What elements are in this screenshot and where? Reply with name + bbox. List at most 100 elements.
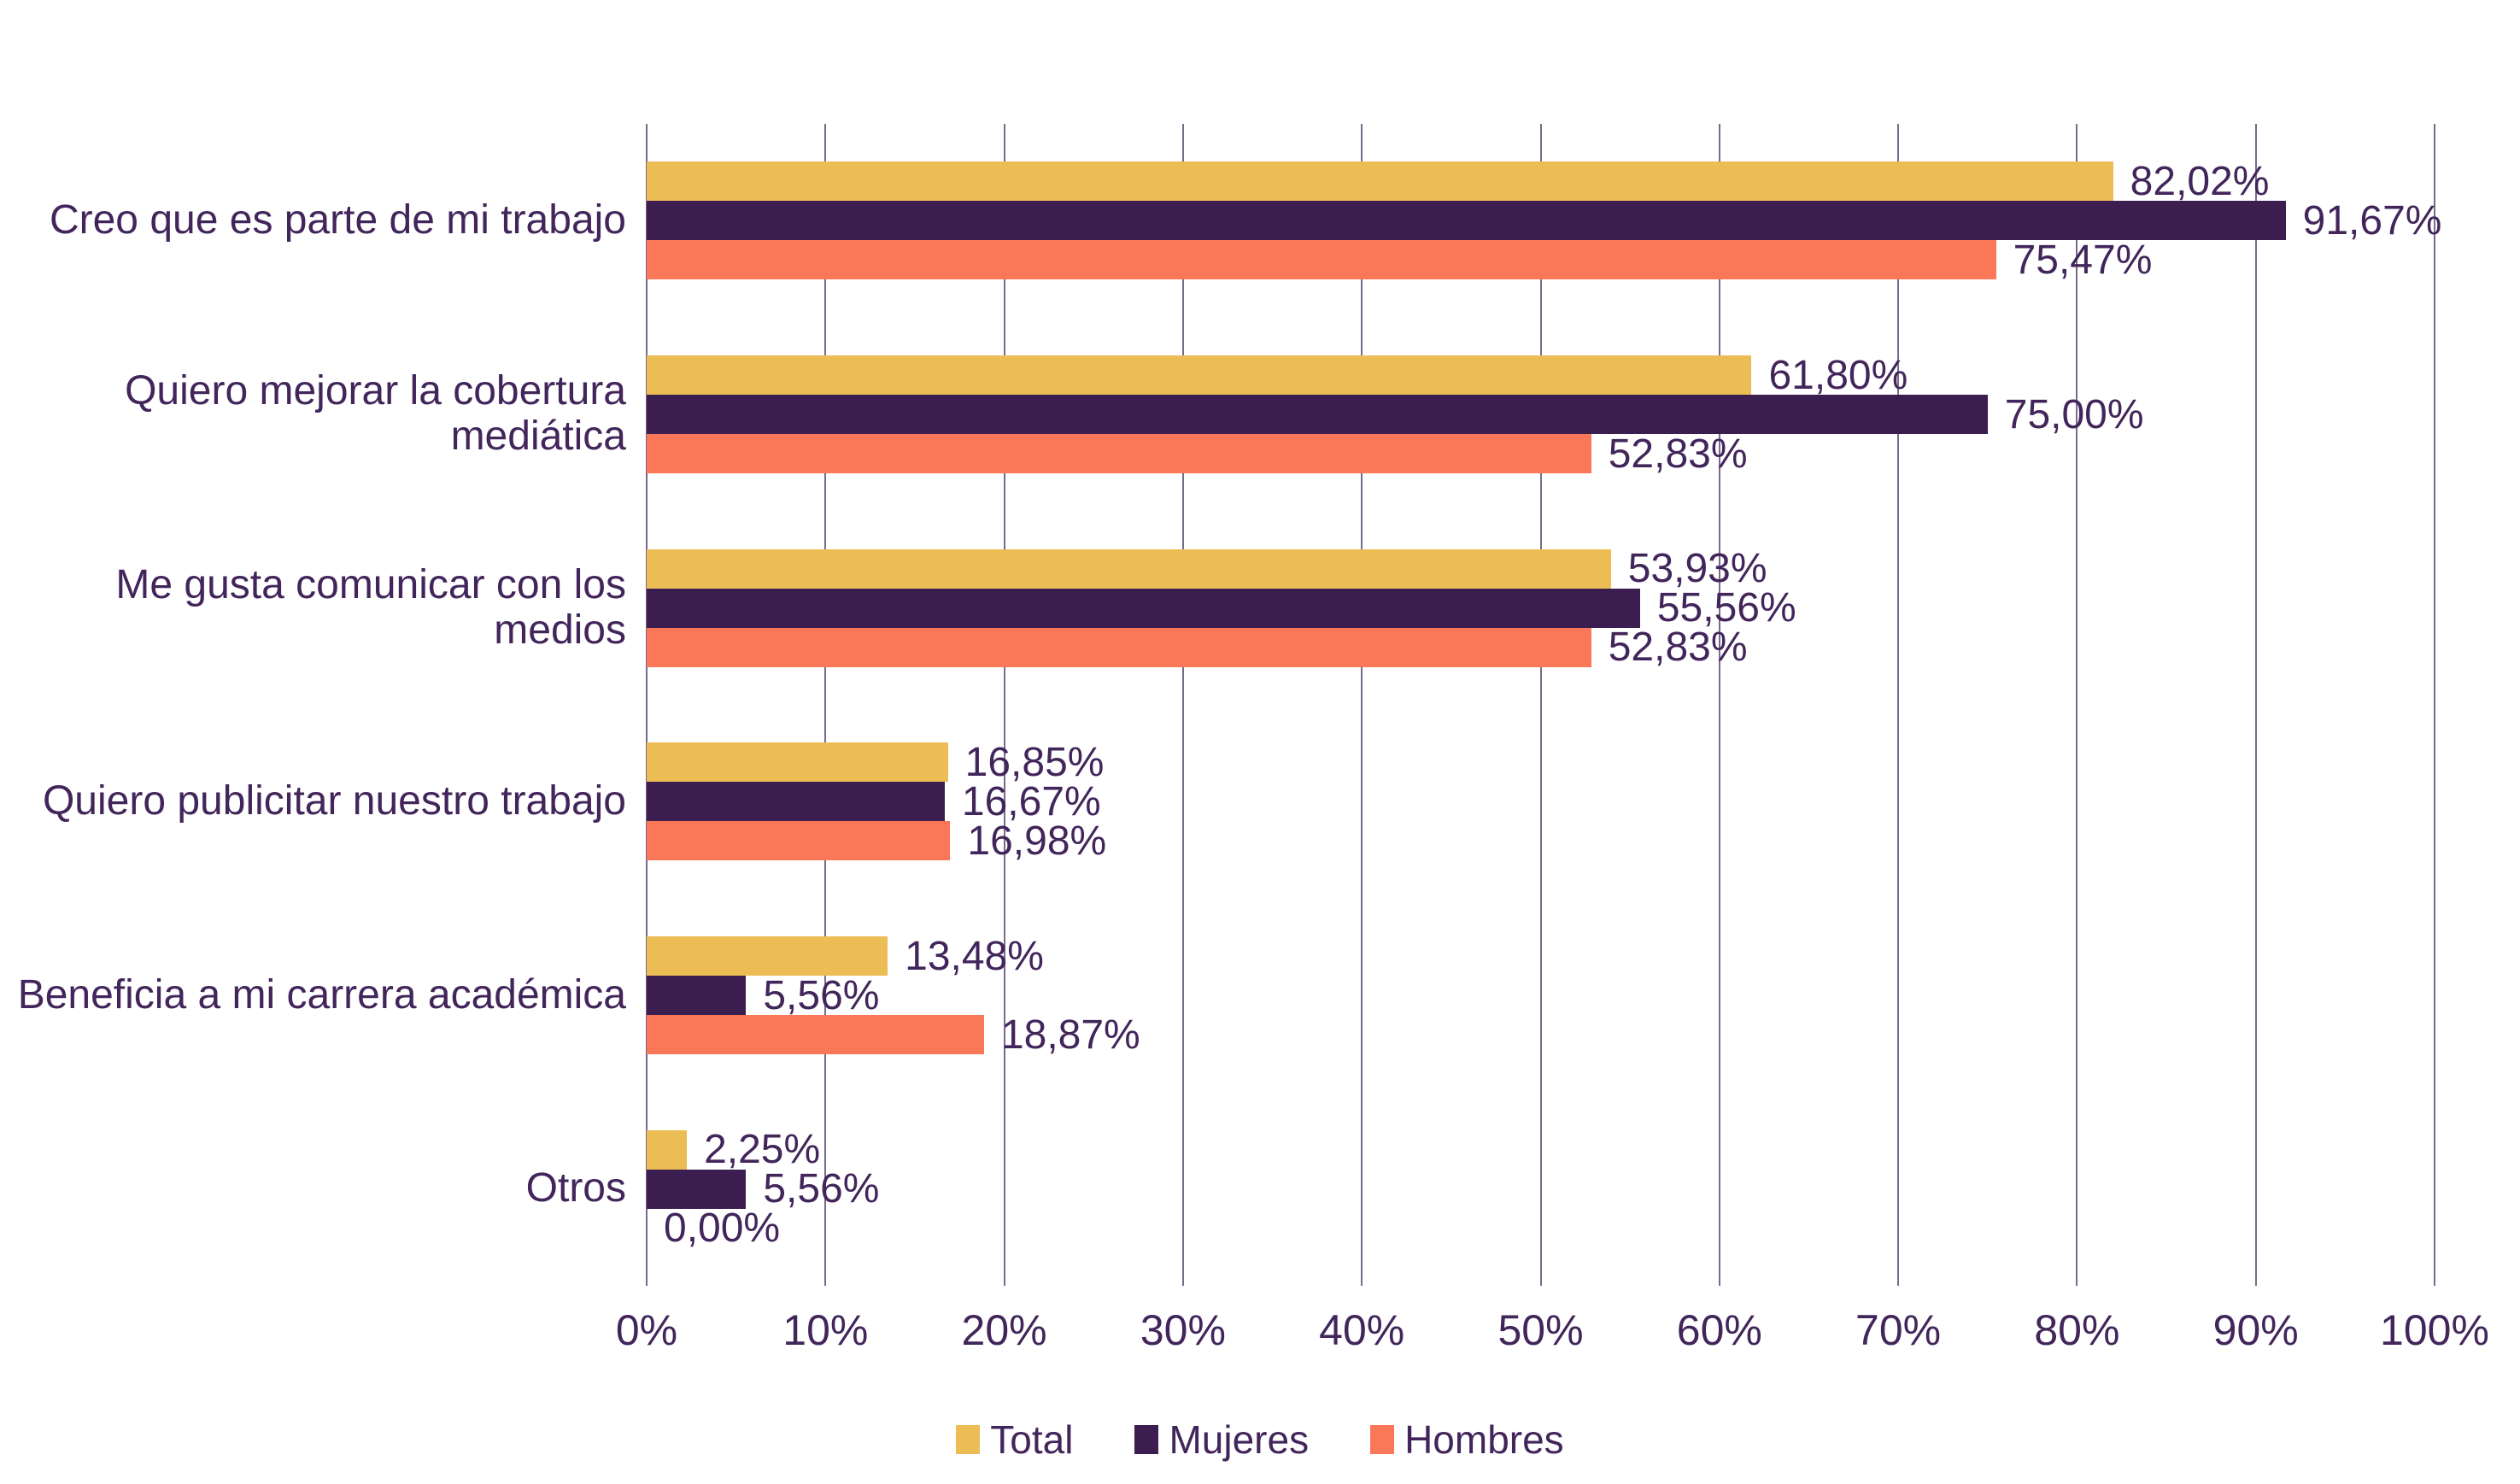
x-tick-label: 50% — [1497, 1306, 1584, 1354]
gridline — [2076, 124, 2078, 1286]
bar-group: Otros 2,25% 5,56% 0,00% — [0, 1092, 2435, 1286]
bar-hombres — [647, 821, 951, 861]
gridline — [1181, 124, 1184, 1286]
value-label: 75,47% — [2013, 237, 2153, 283]
legend-item-hombres: Hombres — [1370, 1417, 1564, 1463]
value-label: 55,56% — [1656, 585, 1796, 631]
bar-row: 55,56% — [647, 585, 2435, 631]
bar-total — [647, 548, 1611, 589]
value-label: 16,85% — [964, 739, 1105, 785]
bar-mujeres — [647, 976, 747, 1016]
x-tick-label: 30% — [1140, 1306, 1226, 1354]
x-tick-label: 20% — [961, 1306, 1047, 1354]
group-bars: 82,02% 91,67% 75,47% — [647, 124, 2441, 318]
bar-mujeres — [647, 782, 945, 822]
gridline — [824, 124, 827, 1286]
bar-group: Beneficia a mi carrera académica 13,48% … — [0, 899, 2435, 1093]
gridline — [2254, 124, 2257, 1286]
value-label: 16,98% — [967, 818, 1107, 864]
bar-mujeres — [647, 588, 1640, 628]
x-tick-label: 100% — [2380, 1306, 2489, 1354]
legend: Total Mujeres Hombres — [0, 1417, 2520, 1463]
value-label: 13,48% — [905, 933, 1044, 979]
bar-hombres — [647, 240, 1996, 280]
value-label: 53,93% — [1627, 546, 1767, 592]
bar-mujeres — [647, 395, 1988, 434]
gridline — [1361, 124, 1363, 1286]
value-label: 0,00% — [664, 1205, 781, 1252]
bar-hombres — [647, 1015, 984, 1055]
group-bars: 13,48% 5,56% 18,87% — [647, 899, 2435, 1093]
bar-mujeres — [647, 1169, 747, 1209]
bar-row: 82,02% — [647, 159, 2435, 204]
bar-total — [647, 355, 1752, 395]
x-tick-label: 90% — [2212, 1306, 2299, 1354]
bar-group: Quiero mejorar la cobertura mediática 61… — [0, 318, 2435, 512]
gridline — [1539, 124, 1542, 1286]
x-axis: 0% 10% 20% 30% 40% 50% 60% 70% 80% 90% 1… — [616, 1305, 2489, 1365]
category-label: Beneficia a mi carrera académica — [17, 971, 626, 1018]
legend-label: Total — [990, 1417, 1074, 1462]
value-label: 52,83% — [1608, 431, 1748, 477]
legend-swatch-total — [956, 1425, 981, 1454]
gridline — [1897, 124, 1900, 1286]
bar-group: Creo que es parte de mi trabajo 82,02% 9… — [0, 124, 2441, 318]
bar-total — [647, 742, 948, 783]
legend-label: Mujeres — [1169, 1417, 1310, 1462]
bar-row: 13,48% — [647, 934, 2435, 979]
x-tick-label: 0% — [615, 1306, 678, 1354]
bar-row: 91,67% — [647, 198, 2441, 243]
value-label: 5,56% — [763, 1166, 880, 1212]
bar-row: 5,56% — [647, 973, 2435, 1018]
value-label: 52,83% — [1608, 625, 1748, 671]
bar-row: 75,00% — [647, 392, 2435, 437]
bar-mujeres — [647, 201, 2286, 241]
group-bars: 2,25% 5,56% 0,00% — [647, 1092, 2435, 1286]
bar-row: 2,25% — [647, 1127, 2435, 1172]
x-tick-label: 70% — [1855, 1306, 1942, 1354]
legend-swatch-hombres — [1370, 1425, 1395, 1454]
x-tick-label: 80% — [2034, 1306, 2120, 1354]
category-label: Creo que es parte de mi trabajo — [49, 196, 626, 243]
bar-total — [647, 161, 2113, 202]
value-label: 2,25% — [704, 1127, 821, 1173]
bar-group: Quiero publicitar nuestro trabajo 16,85%… — [0, 705, 2435, 899]
x-tick-label: 60% — [1676, 1306, 1762, 1354]
bar-total — [647, 1129, 688, 1170]
gridline — [2434, 124, 2435, 1286]
value-label: 91,67% — [2302, 197, 2442, 243]
bar-total — [647, 936, 888, 977]
group-bars: 61,80% 75,00% 52,83% — [647, 318, 2435, 512]
bar-groups: Creo que es parte de mi trabajo 82,02% 9… — [0, 124, 2442, 1286]
value-label: 5,56% — [763, 972, 880, 1018]
category-label: Quiero publicitar nuestro trabajo — [42, 777, 626, 824]
bar-row: 52,83% — [647, 431, 2435, 477]
bar-row: 52,83% — [647, 625, 2435, 670]
bar-row: 0,00% — [647, 1205, 2435, 1251]
bar-row: 16,67% — [647, 779, 2435, 824]
category-label: Quiero mejorar la cobertura mediática — [125, 368, 626, 459]
bar-row: 61,80% — [647, 353, 2435, 398]
bar-row: 75,47% — [647, 238, 2435, 283]
group-bars: 53,93% 55,56% 52,83% — [647, 511, 2435, 705]
plot-area — [646, 124, 2435, 1286]
x-tick-label: 40% — [1319, 1306, 1405, 1354]
bar-hombres — [647, 627, 1591, 667]
bar-row: 16,85% — [647, 740, 2435, 785]
bar-group: Me gusta comunicar con los medios 53,93%… — [0, 511, 2435, 705]
bar-row: 18,87% — [647, 1012, 2435, 1058]
bar-row: 53,93% — [647, 546, 2435, 591]
value-label: 61,80% — [1768, 352, 1908, 398]
value-label: 18,87% — [1000, 1012, 1140, 1058]
legend-item-mujeres: Mujeres — [1134, 1417, 1309, 1463]
category-label: Me gusta comunicar con los medios — [115, 561, 626, 653]
gridline — [1718, 124, 1720, 1286]
category-label: Otros — [525, 1165, 626, 1211]
bar-row: 16,98% — [647, 818, 2435, 864]
bar-hombres — [647, 434, 1591, 473]
x-tick-label: 10% — [782, 1306, 869, 1354]
group-bars: 16,85% 16,67% 16,98% — [647, 705, 2435, 899]
legend-item-total: Total — [956, 1417, 1073, 1463]
legend-swatch-mujeres — [1134, 1425, 1159, 1454]
